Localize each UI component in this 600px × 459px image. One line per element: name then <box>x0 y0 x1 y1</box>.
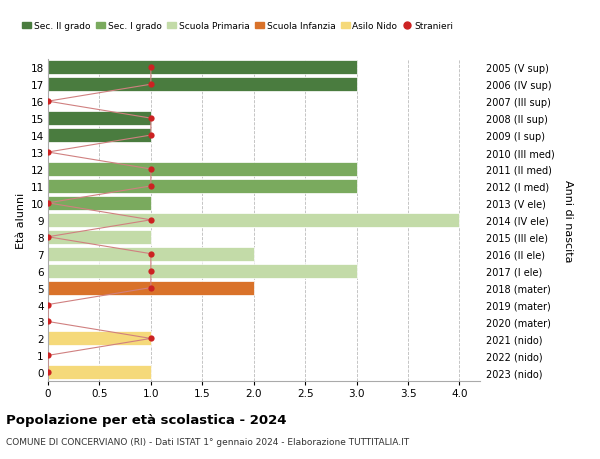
Bar <box>48 230 151 244</box>
Bar <box>48 61 356 75</box>
Bar <box>48 78 356 92</box>
Bar <box>48 129 151 143</box>
Text: Popolazione per età scolastica - 2024: Popolazione per età scolastica - 2024 <box>6 413 287 426</box>
Y-axis label: Età alunni: Età alunni <box>16 192 26 248</box>
Bar <box>48 332 151 346</box>
Bar <box>48 247 254 261</box>
Text: COMUNE DI CONCERVIANO (RI) - Dati ISTAT 1° gennaio 2024 - Elaborazione TUTTITALI: COMUNE DI CONCERVIANO (RI) - Dati ISTAT … <box>6 437 409 446</box>
Bar <box>48 162 356 177</box>
Bar <box>48 213 460 227</box>
Y-axis label: Anni di nascita: Anni di nascita <box>563 179 572 262</box>
Bar <box>48 196 151 210</box>
Bar <box>48 179 356 193</box>
Legend: Sec. II grado, Sec. I grado, Scuola Primaria, Scuola Infanzia, Asilo Nido, Stran: Sec. II grado, Sec. I grado, Scuola Prim… <box>22 22 454 31</box>
Bar <box>48 365 151 380</box>
Bar <box>48 281 254 295</box>
Bar <box>48 112 151 126</box>
Bar <box>48 264 356 278</box>
